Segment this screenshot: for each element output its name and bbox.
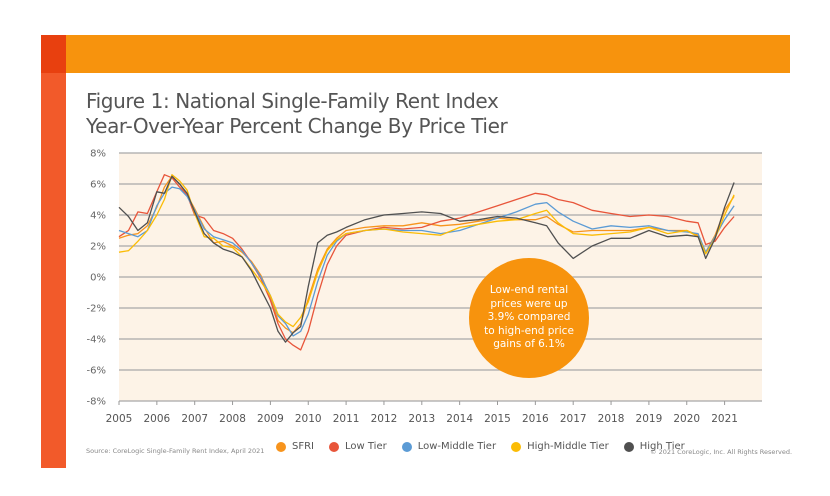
x-tick-label: 2010 [295,413,322,425]
legend: SFRI Low Tier Low-Middle Tier High-Middle T… [276,441,700,452]
legend-label: SFRI [292,441,314,452]
x-tick-label: 2014 [446,413,473,425]
legend-item: SFRI [276,441,314,452]
x-tick-label: 2008 [219,413,246,425]
x-tick-label: 2018 [598,413,625,425]
y-tick-label: -6% [87,366,106,377]
y-tick-label: 4% [90,211,106,222]
callout-text: Low-end rental prices were up 3.9% compa… [484,284,574,351]
y-tick-label: 6% [90,180,106,191]
x-tick-label: 2017 [560,413,587,425]
legend-item: High-Middle Tier [511,441,609,452]
legend-swatch [401,441,412,452]
x-tick-label: 2011 [333,413,360,425]
legend-label: High-Middle Tier [527,441,609,452]
y-tick-label: 8% [90,149,106,160]
legend-item: High Tier [623,441,685,452]
x-tick-label: 2005 [106,413,133,425]
y-tick-label: -8% [87,397,106,408]
title-line-2: Year-Over-Year Percent Change By Price T… [86,114,508,138]
x-tick-label: 2013 [408,413,435,425]
source-note: Source: CoreLogic Single-Family Rent Ind… [86,447,265,455]
callout-bubble: Low-end rental prices were up 3.9% compa… [469,258,589,378]
brand-header-bar [66,35,790,73]
x-tick-label: 2019 [636,413,663,425]
x-tick-label: 2021 [711,413,738,425]
legend-swatch [329,441,339,452]
legend-item: Low-Middle Tier [401,441,497,452]
x-tick-label: 2015 [484,413,511,425]
y-tick-label: -4% [87,335,106,346]
legend-label: High Tier [639,441,685,452]
x-tick-label: 2006 [143,413,170,425]
legend-swatch [623,441,634,452]
x-tick-label: 2020 [673,413,700,425]
brand-corner-block [41,35,66,73]
legend-label: Low Tier [345,441,387,452]
legend-label: Low-Middle Tier [417,441,497,452]
x-tick-label: 2007 [181,413,208,425]
brand-side-bar [41,73,66,468]
legend-swatch [276,441,286,452]
title-line-1: Figure 1: National Single-Family Rent In… [86,89,499,113]
copyright-note: © 2021 CoreLogic, Inc. All Rights Reserv… [650,448,793,456]
y-tick-label: -2% [87,304,106,315]
legend-item: Low Tier [329,441,387,452]
chart-title: Figure 1: National Single-Family Rent In… [86,89,508,139]
series-line-high-tier [118,175,735,343]
x-tick-label: 2012 [371,413,398,425]
y-tick-label: 0% [90,273,106,284]
y-tick-label: 2% [90,242,106,253]
x-tick-label: 2016 [522,413,549,425]
legend-swatch [511,441,522,452]
x-tick-label: 2009 [257,413,284,425]
